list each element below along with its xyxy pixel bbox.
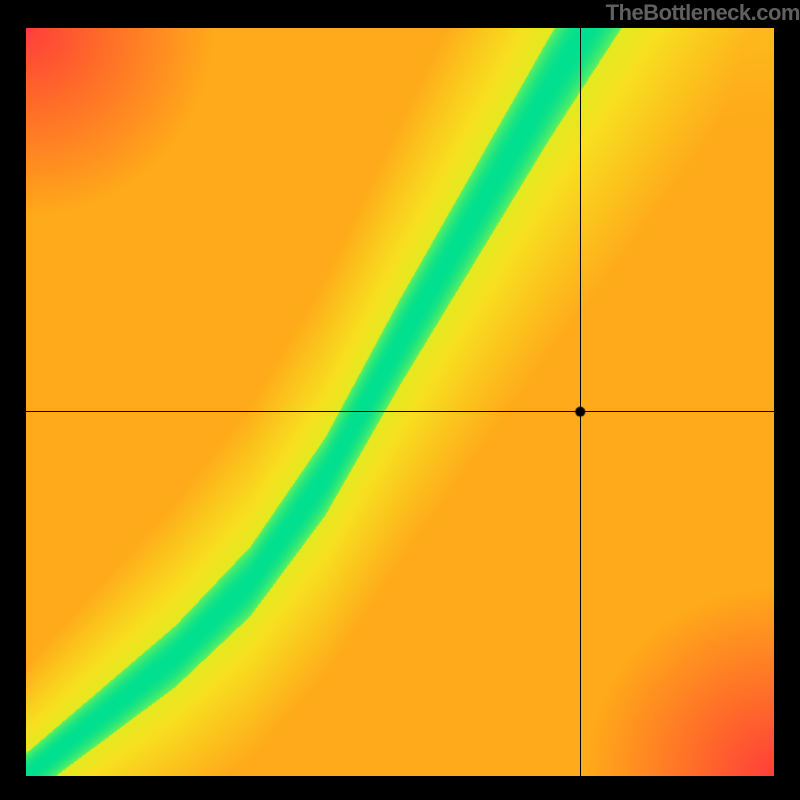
watermark-text: TheBottleneck.com <box>606 0 800 26</box>
crosshair-vertical <box>580 28 581 776</box>
crosshair-dot <box>0 0 800 800</box>
crosshair-horizontal <box>26 411 774 412</box>
